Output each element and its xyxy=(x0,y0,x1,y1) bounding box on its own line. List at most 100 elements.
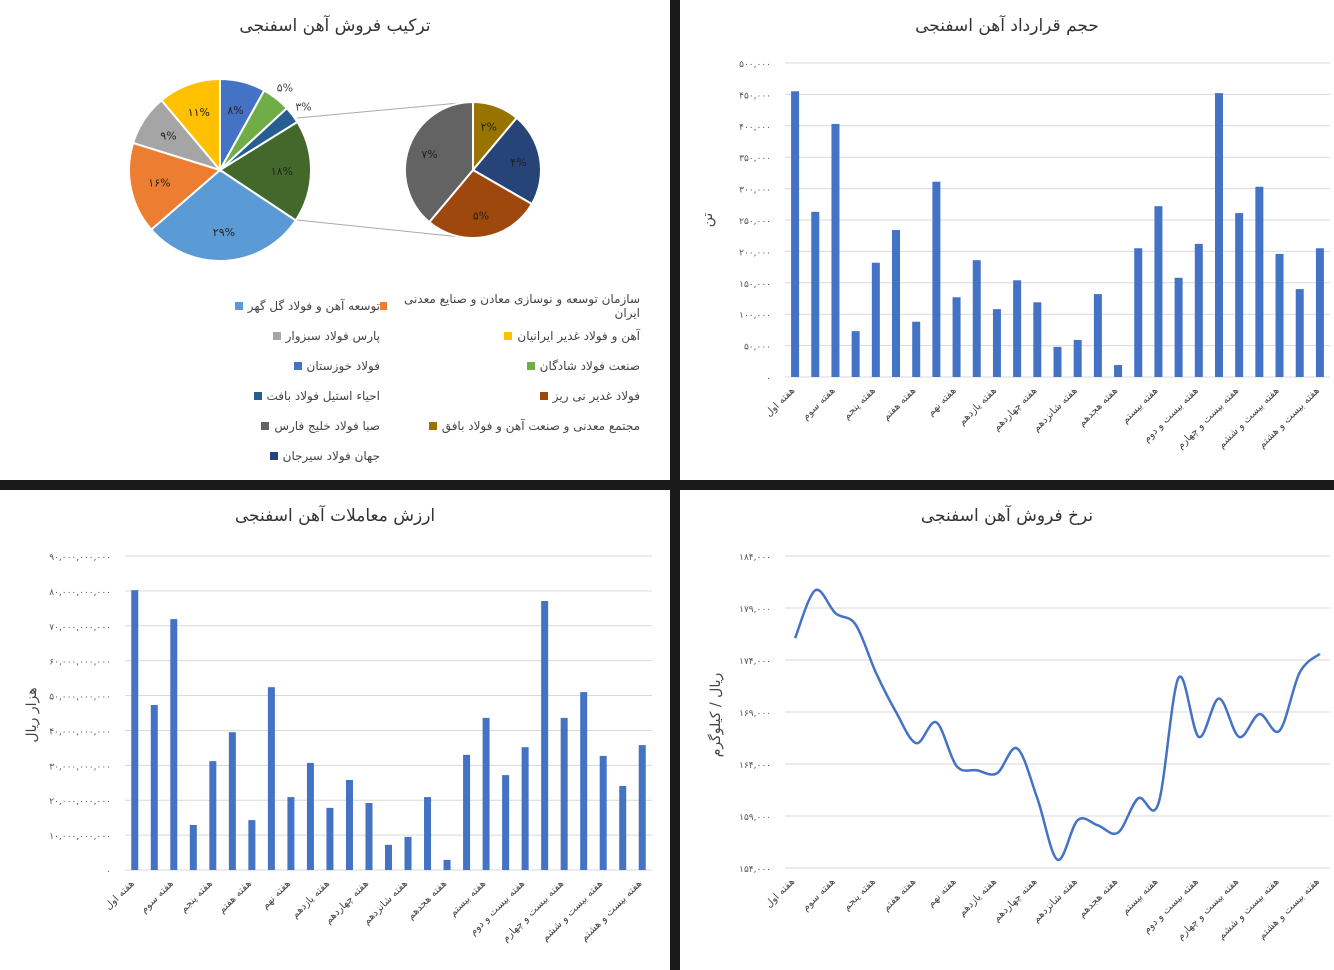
x-tick-label: هفته پنجم xyxy=(841,876,878,913)
bar xyxy=(1194,243,1203,377)
x-tick-label: هفته سوم xyxy=(800,385,837,422)
legend-label: صبا فولاد خلیج فارس xyxy=(274,418,380,433)
x-tick-label: هفته هجدهم xyxy=(1076,385,1120,429)
sub-slice xyxy=(427,168,534,239)
bar xyxy=(365,803,373,870)
bar xyxy=(541,601,549,870)
x-tick-label: هفته نهم xyxy=(926,876,959,909)
bar xyxy=(1214,93,1223,378)
y-tick-label: ۱۵۴,۰۰۰ xyxy=(739,865,771,875)
y-tick-label: ۱۶۹,۰۰۰ xyxy=(739,709,771,719)
bar xyxy=(831,123,840,377)
main-slice-label: ۱۱% xyxy=(188,106,210,119)
bar xyxy=(1275,253,1284,377)
bar xyxy=(952,297,961,377)
legend-item: فولاد خوزستان xyxy=(120,356,380,375)
bar xyxy=(1073,339,1082,377)
connector-line xyxy=(296,219,471,239)
bar xyxy=(385,844,392,870)
bar xyxy=(1093,294,1102,377)
bar xyxy=(1255,186,1264,377)
legend-label: صنعت فولاد شادگان xyxy=(539,358,640,373)
bar xyxy=(1013,280,1022,377)
legend: سازمان توسعه و نوسازی معادن و صنایع معدن… xyxy=(80,292,640,465)
bar xyxy=(150,704,158,870)
bar xyxy=(1295,289,1304,377)
x-tick-label: هفته پنجم xyxy=(841,385,878,422)
legend-item: جهان فولاد سیرجان xyxy=(120,446,380,465)
chart-title: ارزش معاملات آهن اسفنجی xyxy=(234,506,436,526)
bar xyxy=(932,181,941,377)
legend-item: صنعت فولاد شادگان xyxy=(380,356,640,375)
y-tick-label: ۸۰,۰۰۰,۰۰۰,۰۰۰ xyxy=(49,588,111,598)
sub-slice-label: ۵% xyxy=(473,210,489,223)
main-slice-label: ۵% xyxy=(277,81,293,94)
legend-label: جهان فولاد سیرجان xyxy=(282,448,380,463)
y-tick-label: ۱۸۴,۰۰۰ xyxy=(739,553,771,563)
y-tick-label: ۱۶۴,۰۰۰ xyxy=(739,761,771,771)
y-tick-label: ۲۵۰,۰۰۰ xyxy=(739,217,771,227)
bar xyxy=(209,761,217,870)
legend-item: احیاء استیل فولاد بافت xyxy=(120,386,380,405)
bar xyxy=(404,836,412,870)
legend-label: فولاد غدیر نی ریز xyxy=(552,388,640,403)
bar xyxy=(443,859,451,870)
y-tick-label: ۱۰۰,۰۰۰ xyxy=(739,311,771,321)
legend-label: مجتمع معدنی و صنعت آهن و فولاد بافق xyxy=(441,418,640,433)
y-tick-label: ۵۰۰,۰۰۰ xyxy=(739,60,771,70)
bar xyxy=(228,732,236,870)
legend-item: فولاد غدیر نی ریز xyxy=(380,386,640,405)
legend-swatch xyxy=(504,331,513,340)
legend-swatch xyxy=(253,391,262,400)
bar xyxy=(306,762,314,870)
x-tick-label: هفته یازدهم xyxy=(957,876,999,918)
x-tick-label: هفته سوم xyxy=(800,876,837,913)
y-tick-label: ۳۰۰,۰۰۰ xyxy=(739,186,771,196)
y-axis-label: تن xyxy=(700,213,716,228)
bar xyxy=(287,797,295,870)
bar xyxy=(560,717,568,870)
x-tick-label: هفته اول xyxy=(103,878,137,912)
x-tick-label: هفته بیستم xyxy=(1120,876,1161,917)
y-tick-label: ۳۰,۰۰۰,۰۰۰,۰۰۰ xyxy=(49,762,111,772)
sub-slice-label: ۴% xyxy=(510,156,526,169)
x-tick-label: هفته هفتم xyxy=(881,385,918,422)
bar xyxy=(992,309,1001,377)
bar xyxy=(189,824,197,870)
x-tick-label: هفته سوم xyxy=(139,878,176,915)
bar xyxy=(267,687,275,870)
main-slice-label: ۲۹% xyxy=(213,226,235,239)
line-chart-rate: ۱۵۴,۰۰۰ ۱۵۹,۰۰۰ ۱۶۴,۰۰۰ ۱۶۹,۰۰۰ ۱۷۴,۰۰۰ ۱۷۹,۰… xyxy=(707,553,1330,942)
y-axis-label: هزار ریال xyxy=(24,687,40,742)
y-tick-label: ۱۷۴,۰۰۰ xyxy=(739,657,771,667)
x-tick-label: هفته پنجم xyxy=(178,878,215,915)
bar xyxy=(131,590,139,870)
legend-item: آهن و فولاد غدیر ایرانیان xyxy=(380,326,640,345)
bar xyxy=(599,755,607,870)
bar xyxy=(1315,248,1324,377)
legend-item: پارس فولاد سبزوار xyxy=(120,326,380,345)
legend-label: توسعه آهن و فولاد گل گهر xyxy=(247,298,380,313)
main-slice xyxy=(160,77,221,173)
legend-swatch xyxy=(261,421,270,430)
main-slice-label: ۸% xyxy=(227,104,243,117)
x-tick-label: هفته هجدهم xyxy=(1076,876,1120,920)
bar-chart-value: ۰ ۱۰,۰۰۰,۰۰۰,۰۰۰ ۲۰,۰۰۰,۰۰۰,۰۰۰ ۳۰,۰۰۰,۰۰۰,… xyxy=(24,553,652,944)
legend-swatch xyxy=(293,361,302,370)
legend-item: توسعه آهن و فولاد گل گهر xyxy=(120,296,380,315)
x-tick-label: هفته بیستم xyxy=(1120,385,1161,426)
bar xyxy=(1235,213,1244,377)
y-tick-label: ۴۰۰,۰۰۰ xyxy=(739,123,771,133)
bar xyxy=(580,692,588,870)
main-slice-label: ۱۸% xyxy=(271,165,293,178)
bar-chart-volume: ۰ ۵۰,۰۰۰ ۱۰۰,۰۰۰ ۱۵۰,۰۰۰ ۲۰۰,۰۰۰ ۲۵۰,۰۰۰ ۳۰۰,۰… xyxy=(700,60,1330,451)
legend-item: سازمان توسعه و نوسازی معادن و صنایع معدن… xyxy=(380,292,640,320)
x-tick-label: هفته هفتم xyxy=(881,876,918,913)
bar xyxy=(502,775,510,870)
legend-label: احیاء استیل فولاد بافت xyxy=(266,388,380,403)
bar xyxy=(248,820,256,870)
legend-label: سازمان توسعه و نوسازی معادن و صنایع معدن… xyxy=(403,291,640,320)
bar xyxy=(1114,365,1123,377)
bar xyxy=(1033,302,1042,377)
y-tick-label: ۹۰,۰۰۰,۰۰۰,۰۰۰ xyxy=(49,553,111,563)
